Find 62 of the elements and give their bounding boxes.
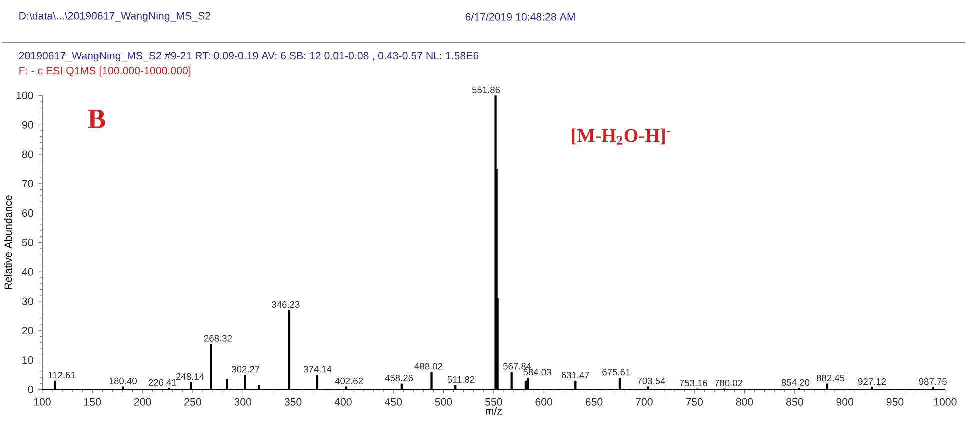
y-tick-label: 20 bbox=[22, 327, 34, 335]
x-tick-label: 100 bbox=[34, 398, 51, 406]
annotation: 346.23 bbox=[272, 302, 300, 308]
x-tick-label: 900 bbox=[836, 398, 854, 406]
annotation: 374.14 bbox=[304, 366, 332, 373]
annotation: 511.82 bbox=[448, 376, 475, 384]
x-tick-label: 650 bbox=[586, 398, 603, 406]
annotation: 927.12 bbox=[858, 378, 886, 386]
annotation: 180.40 bbox=[110, 378, 137, 385]
y-tick-label: 10 bbox=[22, 356, 34, 364]
annotation: 882.45 bbox=[817, 375, 845, 382]
x-tick-label: 450 bbox=[384, 398, 402, 406]
y-tick-label: 70 bbox=[22, 180, 34, 188]
x-tick-label: 750 bbox=[686, 398, 704, 406]
x-tick-label: 150 bbox=[84, 398, 102, 406]
annotation: 987.75 bbox=[919, 378, 947, 386]
x-tick-label: 700 bbox=[636, 398, 653, 406]
annotation: 488.02 bbox=[414, 363, 443, 370]
annotation: 753.16 bbox=[680, 380, 708, 387]
y-tick-label: 60 bbox=[22, 210, 34, 218]
x-tick-label: 300 bbox=[234, 398, 252, 406]
x-tick-label: 550 bbox=[485, 398, 502, 406]
annotation: 631.47 bbox=[562, 372, 590, 379]
x-tick-label: 350 bbox=[284, 398, 302, 406]
x-tick-label: 850 bbox=[786, 398, 804, 406]
y-tick-label: 90 bbox=[22, 122, 34, 130]
annotation: B bbox=[88, 110, 106, 128]
annotation: 458.26 bbox=[385, 375, 414, 382]
y-axis-title: Relative Abundance bbox=[4, 196, 12, 290]
annotation: 112.61 bbox=[48, 372, 76, 379]
annotation: 854.20 bbox=[782, 380, 810, 386]
y-tick-label: 100 bbox=[16, 92, 34, 100]
annotation: 567.84 bbox=[503, 363, 532, 370]
x-tick-label: 950 bbox=[886, 398, 904, 406]
text: 20190617_WangNing_MS_S2 #9-21 RT: 0.09-0.19 AV: 6 SB: 12 0.01-0.08 , 0.43-0.57 NL: 1.58E6 bbox=[19, 52, 479, 62]
annotation: 584.03 bbox=[524, 369, 552, 376]
x-axis-title: m/z bbox=[486, 407, 502, 416]
text: 6/17/2019 10:48:28 AM bbox=[466, 13, 575, 22]
annotation: 703.54 bbox=[638, 378, 666, 385]
x-tick-label: 200 bbox=[134, 398, 152, 406]
annotation: 780.02 bbox=[715, 380, 743, 387]
text: D:\data\...\20190617_WangNing_MS_S2 bbox=[20, 12, 211, 22]
y-tick-label: 30 bbox=[22, 298, 34, 306]
x-tick-label: 1000 bbox=[934, 398, 957, 406]
annotation: 402.62 bbox=[335, 378, 364, 385]
y-tick-label: 80 bbox=[22, 150, 34, 158]
annotation: 675.61 bbox=[602, 369, 630, 376]
y-tick-label: 40 bbox=[22, 268, 34, 276]
x-tick-label: 600 bbox=[536, 398, 553, 406]
x-tick-label: 800 bbox=[736, 398, 754, 406]
annotation: 302.27 bbox=[232, 366, 260, 373]
x-tick-label: 400 bbox=[334, 398, 352, 406]
x-tick-label: 500 bbox=[435, 398, 452, 406]
text: F: - c ESI Q1MS [100.000-1000.000] bbox=[20, 67, 191, 77]
annotation: 226.41 bbox=[148, 380, 176, 386]
x-tick-label: 250 bbox=[184, 398, 202, 406]
y-tick-label: 50 bbox=[22, 239, 34, 247]
annotation: 551.86 bbox=[472, 87, 500, 94]
annotation: [M-H$_{2}$O-H]$^{-}$ bbox=[572, 128, 670, 146]
annotation: 268.32 bbox=[204, 335, 232, 342]
y-tick-label: 0 bbox=[28, 386, 34, 394]
annotation: 248.14 bbox=[176, 374, 204, 380]
